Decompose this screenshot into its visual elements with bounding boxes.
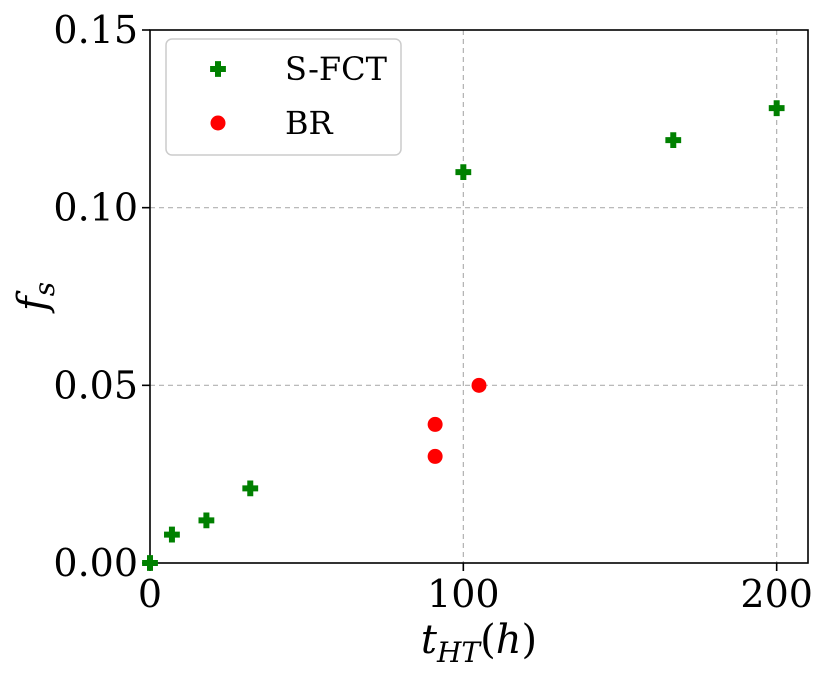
legend-label-s-fct: S-FCT — [285, 50, 388, 88]
y-axis-label-subscript: s — [28, 282, 61, 296]
legend-marker-s-fct-shape — [210, 61, 226, 77]
x-axis-label-main: t — [421, 617, 438, 663]
x-tick-label-1: 100 — [427, 572, 500, 616]
point-br-1 — [427, 448, 443, 464]
x-tick-label-0: 0 — [138, 572, 162, 616]
point-s-fct-6-shape — [768, 100, 785, 117]
x-tick-label-2: 200 — [740, 572, 813, 616]
point-br-0 — [427, 416, 443, 432]
legend-entries: S-FCT BR — [210, 50, 388, 142]
point-s-fct-3-shape — [242, 480, 259, 497]
point-s-fct-2-shape — [198, 512, 215, 529]
legend-marker-br — [210, 115, 226, 131]
point-s-fct-5 — [665, 132, 682, 149]
point-s-fct-4-shape — [455, 164, 472, 181]
x-axis-label: tHT(h) — [421, 617, 537, 669]
legend: S-FCT BR — [165, 38, 402, 156]
x-axis-label-unit-close: ) — [521, 617, 537, 663]
point-s-fct-1-shape — [164, 526, 180, 543]
point-s-fct-0 — [142, 555, 158, 571]
point-s-fct-2 — [198, 512, 215, 529]
plot-frame — [149, 29, 809, 564]
legend-marker-s-fct — [210, 61, 226, 77]
legend-label-br: BR — [285, 104, 334, 142]
point-s-fct-3 — [242, 480, 259, 497]
y-tick-label-1: 0.05 — [53, 363, 138, 407]
x-axis-label-unit-h: h — [496, 617, 522, 663]
y-tick-label-0: 0.00 — [53, 541, 138, 585]
y-tick-label-3: 0.15 — [53, 8, 138, 52]
point-s-fct-1 — [164, 526, 180, 543]
point-s-fct-6 — [768, 100, 785, 117]
data-points — [142, 100, 785, 571]
axis-ticks: 0 100 200 0.00 0.05 0.10 0.15 — [53, 8, 813, 616]
y-tick-label-2: 0.10 — [53, 186, 138, 230]
point-s-fct-5-shape — [665, 132, 682, 149]
point-s-fct-0-shape — [142, 555, 158, 571]
x-axis-label-subscript: HT — [436, 636, 482, 669]
point-s-fct-4 — [455, 164, 472, 181]
x-axis-label-unit: ( — [480, 617, 496, 663]
point-br-2 — [471, 377, 487, 393]
